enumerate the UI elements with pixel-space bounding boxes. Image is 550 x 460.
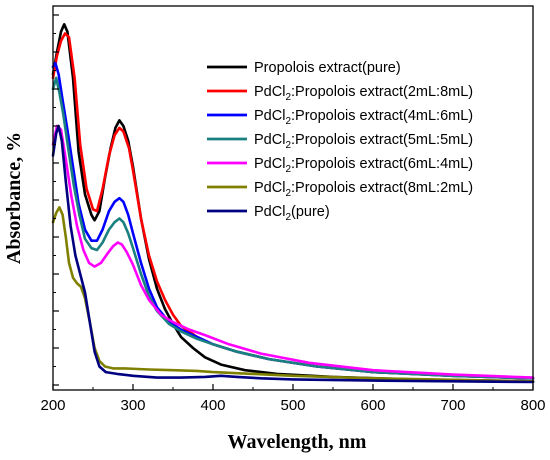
legend-label-1: Propolois extract(pure)	[254, 60, 401, 76]
legend-label-5: PdCl2:Propolois extract(6mL:4mL)	[254, 156, 473, 175]
x-tick-label: 700	[440, 397, 465, 414]
x-axis-title: Wavelength, nm	[228, 431, 367, 453]
x-tick-label: 600	[360, 397, 385, 414]
legend-label-3: PdCl2:Propolois extract(4mL:6mL)	[254, 108, 473, 127]
x-tick-label: 500	[280, 397, 305, 414]
y-axis-title: Absorbance, %	[3, 132, 25, 264]
legend-label-2: PdCl2:Propolois extract(2mL:8mL)	[254, 84, 473, 103]
series-layer	[51, 23, 535, 384]
series-line-5	[51, 124, 535, 379]
series-line-7	[51, 124, 535, 384]
legend-label-6: PdCl2:Propolois extract(8mL:2mL)	[254, 180, 473, 199]
x-tick-label: 800	[520, 397, 545, 414]
series-line-6	[51, 206, 535, 383]
series-line-1	[51, 23, 535, 383]
x-tick-label: 200	[40, 397, 65, 414]
x-tick-label: 300	[120, 397, 145, 414]
x-tick-label: 400	[200, 397, 225, 414]
legend: Propolois extract(pure) PdCl2:Propolois e…	[207, 60, 473, 223]
legend-label-7: PdCl2(pure)	[254, 204, 330, 223]
legend-label-4: PdCl2:Propolois extract(5mL:5mL)	[254, 132, 473, 151]
tick-layer: 200 300 400 500 600 700 800	[40, 14, 546, 414]
series-line-4	[51, 76, 535, 380]
